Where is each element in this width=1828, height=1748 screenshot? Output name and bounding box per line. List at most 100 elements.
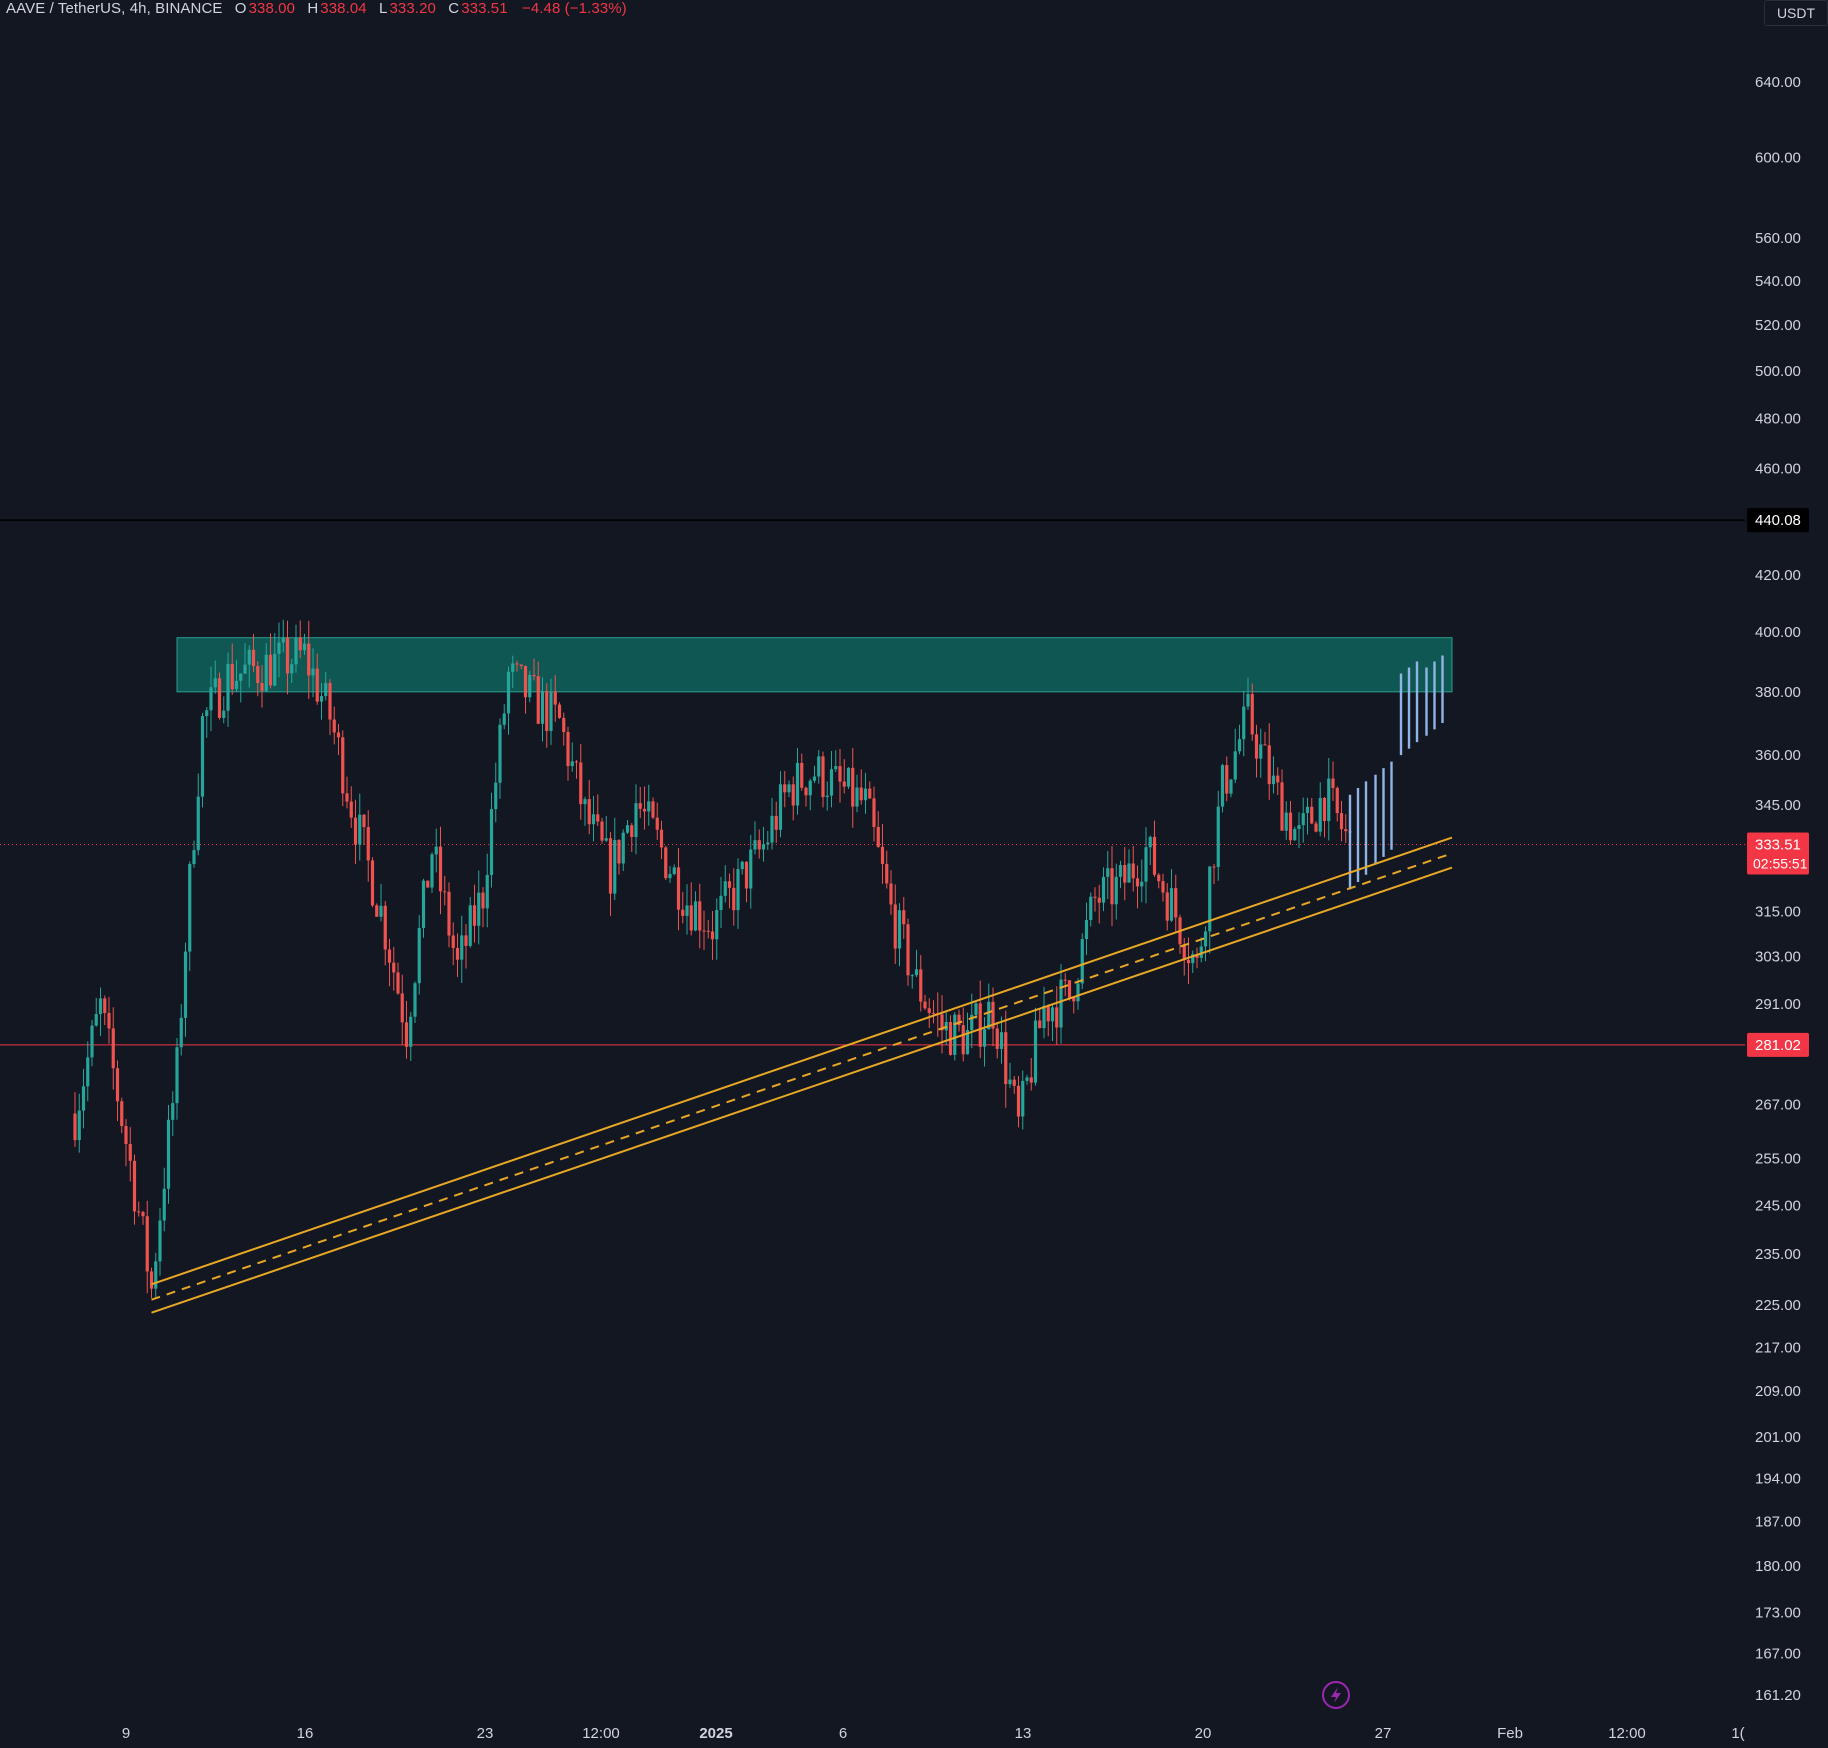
candle-body <box>319 696 324 702</box>
candle-body <box>430 854 434 888</box>
x-tick-label: 1( <box>1731 1725 1744 1742</box>
x-tick-label: 20 <box>1195 1725 1212 1742</box>
candle-body <box>1327 778 1331 822</box>
y-tick-label: 235.00 <box>1755 1246 1801 1263</box>
candle-body <box>1025 1077 1029 1081</box>
candle-body <box>132 1160 137 1212</box>
candle-body <box>910 975 914 977</box>
candle-body <box>676 867 681 910</box>
candle-body <box>451 935 455 949</box>
y-tick-label: 303.00 <box>1755 949 1801 966</box>
candle-body <box>379 905 383 917</box>
candle-body <box>171 1103 175 1120</box>
candle-body <box>982 1029 987 1047</box>
candle-body <box>600 821 604 841</box>
candle-body <box>1280 782 1284 831</box>
candle-body <box>838 766 842 782</box>
candle-body <box>188 864 192 952</box>
candle-body <box>545 691 549 731</box>
candle-body <box>1046 1005 1050 1022</box>
symbol-title[interactable]: AAVE / TetherUS, 4h, BINANCE <box>6 0 223 17</box>
candle-body <box>332 719 336 733</box>
candle-body <box>727 881 732 888</box>
candle-body <box>1322 797 1327 822</box>
y-tick-label: 345.00 <box>1755 797 1801 814</box>
y-tick-label: 540.00 <box>1755 273 1801 290</box>
candle-body <box>285 637 290 674</box>
candle-body <box>336 732 341 738</box>
y-tick-label: 245.00 <box>1755 1197 1801 1214</box>
x-tick-label: 12:00 <box>582 1725 620 1742</box>
candle-body <box>370 860 375 906</box>
candle-body <box>710 931 715 940</box>
candle-body <box>1008 1079 1012 1085</box>
candle-body <box>472 905 477 926</box>
y-tick-label: 400.00 <box>1755 624 1801 641</box>
candle-body <box>519 664 523 667</box>
candle-body <box>999 1032 1004 1049</box>
candle-body <box>1199 946 1203 958</box>
candle-body <box>1305 806 1310 814</box>
candle-body <box>137 1211 141 1213</box>
candle-body <box>723 881 727 896</box>
candle-body <box>502 713 506 725</box>
candle-body <box>987 1001 991 1030</box>
y-tick-label: 315.00 <box>1755 903 1801 920</box>
candle-body <box>107 1012 111 1029</box>
candle-body <box>1335 787 1339 814</box>
x-tick-label: Feb <box>1497 1725 1523 1742</box>
candle-body <box>651 801 655 818</box>
candle-body <box>438 846 443 892</box>
close-label: C <box>448 0 460 17</box>
candle-body <box>1080 939 1084 984</box>
candle-body <box>396 972 400 994</box>
y-tick-label: 600.00 <box>1755 149 1801 166</box>
candle-body <box>953 1014 957 1055</box>
candle-body <box>1004 1032 1008 1085</box>
lightning-bolt-icon <box>1322 1681 1350 1709</box>
candle-body <box>761 844 766 850</box>
candle-body <box>251 649 256 667</box>
candle-body <box>1063 979 1067 981</box>
currency-button[interactable]: USDT <box>1764 0 1828 26</box>
y-tick-label: 640.00 <box>1755 74 1801 91</box>
candle-body <box>1182 944 1186 960</box>
candle-body <box>851 767 855 807</box>
candle-body <box>264 654 268 691</box>
candle-body <box>115 1068 120 1102</box>
trendline-lower <box>151 866 1453 1314</box>
candle-body <box>111 1028 115 1069</box>
candle-body <box>409 1016 413 1047</box>
candle-body <box>183 951 188 1018</box>
resistance-zone <box>176 637 1453 693</box>
candle-body <box>957 1014 961 1026</box>
open-label: O <box>234 0 247 17</box>
x-tick-label: 16 <box>297 1725 314 1742</box>
candle-body <box>98 998 103 1015</box>
y-tick-label: 520.00 <box>1755 317 1801 334</box>
candle-body <box>1123 864 1127 883</box>
candle-body <box>829 769 834 796</box>
candle-body <box>846 767 851 787</box>
candle-body <box>1229 779 1233 794</box>
candle-body <box>532 674 536 677</box>
y-tick-label: 167.00 <box>1755 1646 1801 1663</box>
candle-body <box>638 803 642 809</box>
candle-body <box>1033 1020 1038 1083</box>
candle-body <box>880 846 885 864</box>
candles <box>73 619 1352 1299</box>
candle-body <box>1076 983 1080 1002</box>
candle-body <box>1059 979 1063 1028</box>
candle-body <box>192 850 196 865</box>
y-tick-label: 161.20 <box>1755 1687 1801 1704</box>
change-value: −4.48 (−1.33%) <box>521 0 627 17</box>
x-tick-label: 6 <box>839 1725 847 1742</box>
candle-body <box>872 798 876 827</box>
candle-body <box>736 869 740 911</box>
y-tick-label: 187.00 <box>1755 1513 1801 1530</box>
candle-body <box>1012 1079 1016 1086</box>
symbol-legend: AAVE / TetherUS, 4h, BINANCE O 338.00 H 33… <box>6 0 629 17</box>
candle-body <box>464 935 468 946</box>
